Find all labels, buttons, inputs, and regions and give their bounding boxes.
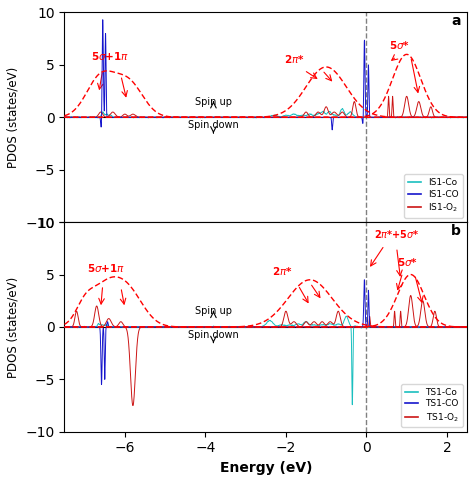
Y-axis label: PDOS (states/eV): PDOS (states/eV) [7, 276, 20, 377]
Legend: IS1-Co, IS1-CO, IS1-O$_2$: IS1-Co, IS1-CO, IS1-O$_2$ [404, 174, 463, 217]
Text: b: b [451, 224, 461, 238]
Text: 5$\sigma$+1$\pi$: 5$\sigma$+1$\pi$ [87, 262, 125, 274]
Text: 5$\sigma$*: 5$\sigma$* [389, 39, 410, 51]
Text: Spin down: Spin down [188, 330, 239, 340]
Text: 2$\pi$*: 2$\pi$* [272, 265, 292, 277]
Y-axis label: PDOS (states/eV): PDOS (states/eV) [7, 67, 20, 168]
Text: a: a [452, 14, 461, 28]
Legend: TS1-Co, TS1-CO, TS1-O$_2$: TS1-Co, TS1-CO, TS1-O$_2$ [401, 384, 463, 427]
Text: 5$\sigma$*: 5$\sigma$* [397, 256, 418, 268]
Text: 2$\pi$*+5$\sigma$*: 2$\pi$*+5$\sigma$* [374, 228, 420, 240]
Text: 2$\pi$*: 2$\pi$* [284, 53, 305, 65]
X-axis label: Energy (eV): Energy (eV) [219, 461, 312, 475]
Text: 5$\sigma$+1$\pi$: 5$\sigma$+1$\pi$ [91, 50, 129, 62]
Text: Spin up: Spin up [195, 97, 232, 107]
Text: Spin up: Spin up [195, 307, 232, 316]
Text: Spin down: Spin down [188, 120, 239, 131]
